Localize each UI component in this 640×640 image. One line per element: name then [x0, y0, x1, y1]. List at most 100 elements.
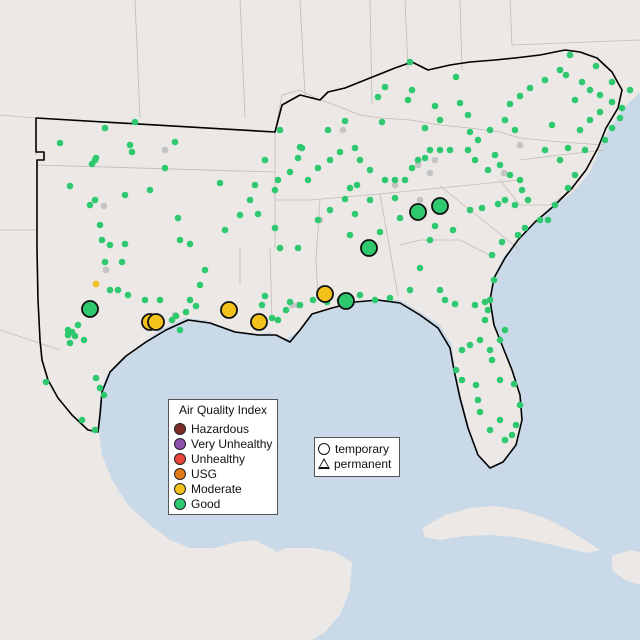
- good-monitor[interactable]: [496, 336, 504, 344]
- no-data-monitor[interactable]: [516, 141, 524, 149]
- no-data-monitor[interactable]: [416, 196, 424, 204]
- good-monitor[interactable]: [351, 144, 359, 152]
- good-monitor[interactable]: [146, 186, 154, 194]
- good-monitor[interactable]: [381, 176, 389, 184]
- good-monitor[interactable]: [456, 99, 464, 107]
- good-monitor[interactable]: [548, 121, 556, 129]
- good-monitor[interactable]: [326, 206, 334, 214]
- good-monitor[interactable]: [71, 332, 79, 340]
- good-monitor[interactable]: [510, 380, 518, 388]
- good-monitor[interactable]: [421, 154, 429, 162]
- good-monitor[interactable]: [436, 146, 444, 154]
- good-monitor[interactable]: [516, 92, 524, 100]
- good-monitor[interactable]: [246, 196, 254, 204]
- good-monitor[interactable]: [66, 182, 74, 190]
- no-data-monitor[interactable]: [426, 169, 434, 177]
- good-monitor[interactable]: [254, 210, 262, 218]
- good-monitor[interactable]: [556, 156, 564, 164]
- good-monitor[interactable]: [426, 146, 434, 154]
- good-monitor[interactable]: [608, 78, 616, 86]
- good-monitor[interactable]: [374, 93, 382, 101]
- good-monitor[interactable]: [471, 301, 479, 309]
- good-monitor[interactable]: [436, 116, 444, 124]
- good-monitor[interactable]: [506, 171, 514, 179]
- good-monitor[interactable]: [496, 161, 504, 169]
- good-temporary-monitor[interactable]: [337, 292, 355, 310]
- good-monitor[interactable]: [596, 91, 604, 99]
- good-monitor[interactable]: [386, 294, 394, 302]
- good-monitor[interactable]: [486, 426, 494, 434]
- good-monitor[interactable]: [571, 171, 579, 179]
- good-monitor[interactable]: [56, 139, 64, 147]
- good-monitor[interactable]: [501, 436, 509, 444]
- no-data-monitor[interactable]: [391, 181, 399, 189]
- good-monitor[interactable]: [408, 86, 416, 94]
- no-data-monitor[interactable]: [414, 161, 422, 169]
- good-monitor[interactable]: [536, 216, 544, 224]
- no-data-monitor[interactable]: [161, 146, 169, 154]
- good-monitor[interactable]: [121, 240, 129, 248]
- good-monitor[interactable]: [501, 326, 509, 334]
- good-monitor[interactable]: [484, 306, 492, 314]
- good-monitor[interactable]: [176, 236, 184, 244]
- good-monitor[interactable]: [472, 381, 480, 389]
- good-monitor[interactable]: [128, 148, 136, 156]
- good-monitor[interactable]: [101, 258, 109, 266]
- good-monitor[interactable]: [114, 286, 122, 294]
- good-monitor[interactable]: [484, 166, 492, 174]
- good-temporary-monitor[interactable]: [81, 300, 99, 318]
- good-monitor[interactable]: [490, 276, 498, 284]
- no-data-monitor[interactable]: [100, 202, 108, 210]
- good-monitor[interactable]: [476, 408, 484, 416]
- good-monitor[interactable]: [296, 301, 304, 309]
- good-monitor[interactable]: [186, 240, 194, 248]
- good-monitor[interactable]: [488, 251, 496, 259]
- good-monitor[interactable]: [466, 206, 474, 214]
- good-monitor[interactable]: [581, 146, 589, 154]
- moderate-temporary-monitor[interactable]: [147, 313, 165, 331]
- good-monitor[interactable]: [276, 126, 284, 134]
- good-monitor[interactable]: [326, 156, 334, 164]
- good-monitor[interactable]: [106, 286, 114, 294]
- good-monitor[interactable]: [172, 312, 180, 320]
- good-monitor[interactable]: [488, 356, 496, 364]
- good-monitor[interactable]: [381, 83, 389, 91]
- no-data-monitor[interactable]: [102, 266, 110, 274]
- good-monitor[interactable]: [608, 98, 616, 106]
- good-monitor[interactable]: [458, 346, 466, 354]
- good-monitor[interactable]: [421, 124, 429, 132]
- good-monitor[interactable]: [261, 292, 269, 300]
- good-monitor[interactable]: [486, 296, 494, 304]
- moderate-temporary-monitor[interactable]: [220, 301, 238, 319]
- good-monitor[interactable]: [216, 179, 224, 187]
- good-monitor[interactable]: [64, 331, 72, 339]
- good-monitor[interactable]: [471, 156, 479, 164]
- good-monitor[interactable]: [408, 164, 416, 172]
- good-monitor[interactable]: [481, 316, 489, 324]
- good-monitor[interactable]: [271, 186, 279, 194]
- good-monitor[interactable]: [466, 341, 474, 349]
- good-monitor[interactable]: [174, 214, 182, 222]
- good-monitor[interactable]: [391, 176, 399, 184]
- good-monitor[interactable]: [466, 128, 474, 136]
- no-data-monitor[interactable]: [339, 126, 347, 134]
- good-monitor[interactable]: [511, 201, 519, 209]
- good-monitor[interactable]: [458, 376, 466, 384]
- good-monitor[interactable]: [286, 298, 294, 306]
- good-monitor[interactable]: [396, 214, 404, 222]
- good-monitor[interactable]: [441, 296, 449, 304]
- good-monitor[interactable]: [464, 146, 472, 154]
- good-monitor[interactable]: [356, 291, 364, 299]
- good-monitor[interactable]: [96, 384, 104, 392]
- good-monitor[interactable]: [101, 124, 109, 132]
- good-monitor[interactable]: [336, 148, 344, 156]
- good-monitor[interactable]: [556, 66, 564, 74]
- good-monitor[interactable]: [121, 191, 129, 199]
- good-monitor[interactable]: [258, 301, 266, 309]
- good-monitor[interactable]: [586, 86, 594, 94]
- good-monitor[interactable]: [91, 426, 99, 434]
- good-monitor[interactable]: [426, 236, 434, 244]
- good-monitor[interactable]: [294, 154, 302, 162]
- good-monitor[interactable]: [514, 231, 522, 239]
- good-monitor[interactable]: [516, 176, 524, 184]
